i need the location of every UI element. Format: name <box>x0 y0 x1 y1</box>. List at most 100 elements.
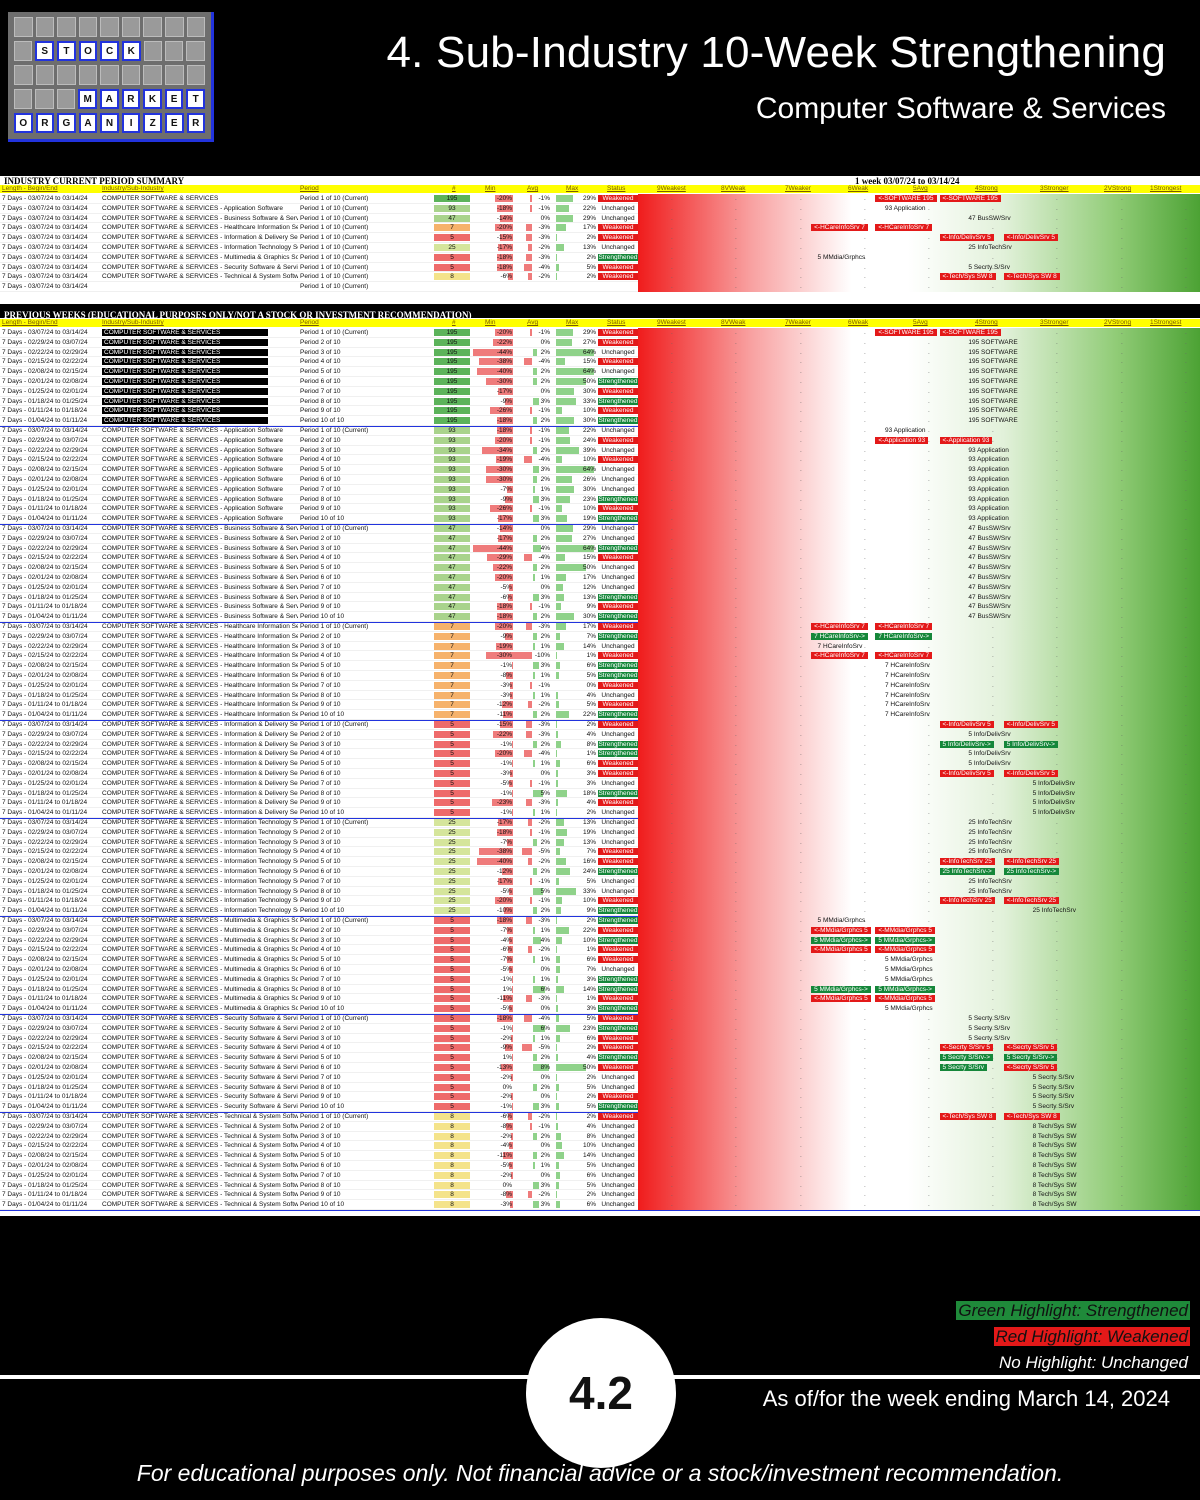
empty-marker: . <box>928 368 930 376</box>
row-period: Period 6 of 10 <box>300 574 341 581</box>
empty-marker: . <box>800 583 802 591</box>
logo-tile <box>100 17 119 37</box>
empty-marker: . <box>1185 1015 1187 1022</box>
column-header: 9Weakest <box>657 185 686 192</box>
row-min: -11% <box>497 995 512 1003</box>
empty-marker: . <box>1185 652 1187 660</box>
empty-marker: . <box>800 515 802 523</box>
row-count: 93 <box>434 476 470 483</box>
table-row: 7 Days - 03/07/24 to 03/14/24 COMPUTER SO… <box>0 233 1200 243</box>
table-row: 7 Days - 02/01/24 to 02/08/24 COMPUTER SO… <box>0 671 1200 681</box>
empty-marker: . <box>735 838 737 846</box>
min-bar <box>473 544 513 552</box>
row-industry: COMPUTER SOFTWARE & SERVICES <box>102 348 268 356</box>
empty-marker: . <box>1121 887 1123 895</box>
table-row: 7 Days - 02/08/24 to 02/15/24 COMPUTER SO… <box>0 563 1200 573</box>
row-length: 7 Days - 02/15/24 to 02/22/24 <box>2 750 88 758</box>
max-bar <box>556 505 562 513</box>
strength-label: <-MMdia/Grphcs 5 <box>875 946 935 954</box>
row-period: Period 3 of 10 <box>300 642 341 650</box>
strength-label: 5 Secrty S/Srv <box>939 1064 988 1071</box>
max-bar <box>556 603 562 611</box>
strength-gradient <box>638 406 1200 417</box>
row-min: -30% <box>496 652 512 660</box>
row-count: 8 <box>434 1171 470 1179</box>
row-max: 3% <box>586 1005 596 1013</box>
empty-marker: . <box>671 368 673 376</box>
row-status: Strengthened <box>598 1005 638 1013</box>
empty-marker: . <box>1185 593 1187 601</box>
empty-marker: . <box>1185 273 1187 281</box>
row-min: -4% <box>500 936 512 944</box>
empty-marker: . <box>671 593 673 601</box>
empty-marker: . <box>864 1122 866 1130</box>
empty-marker: . <box>735 1073 737 1081</box>
row-length: 7 Days - 02/08/24 to 02/15/24 <box>2 564 88 572</box>
empty-marker: . <box>928 1034 930 1042</box>
empty-marker: . <box>671 1122 673 1130</box>
avg-bar <box>533 740 537 748</box>
empty-marker: . <box>928 838 930 846</box>
row-min: -1% <box>500 809 512 817</box>
row-avg: -1% <box>538 329 550 336</box>
empty-marker: . <box>735 214 737 222</box>
max-bar <box>556 701 559 709</box>
empty-marker: . <box>1056 809 1058 817</box>
empty-marker: . <box>928 1142 930 1150</box>
strength-label: 93 Application <box>968 495 1009 503</box>
empty-marker: . <box>735 740 737 748</box>
row-max: 29% <box>582 329 596 336</box>
min-bar <box>497 244 513 251</box>
row-avg: 3% <box>540 466 550 474</box>
table-row: 7 Days - 01/25/24 to 02/01/24 COMPUTER SO… <box>0 386 1200 397</box>
table-row: 7 Days - 03/07/24 to 03/14/24 COMPUTER SO… <box>0 194 1200 204</box>
row-min: -17% <box>496 877 512 885</box>
empty-marker: . <box>1185 1201 1187 1209</box>
empty-marker: . <box>671 387 673 395</box>
empty-marker: . <box>1056 613 1058 621</box>
strength-gradient <box>638 213 1200 224</box>
empty-marker: . <box>800 485 802 493</box>
row-period: Period 9 of 10 <box>300 995 341 1003</box>
row-industry: COMPUTER SOFTWARE & SERVICES - Technical… <box>102 1181 298 1189</box>
empty-marker: . <box>735 273 737 281</box>
empty-marker: . <box>1185 554 1187 562</box>
row-industry: COMPUTER SOFTWARE & SERVICES - Applicati… <box>102 427 283 434</box>
row-status: Weakened <box>598 760 638 768</box>
strength-label: 5 MMdia/Grphcs <box>884 956 933 964</box>
row-length: 7 Days - 02/15/24 to 02/22/24 <box>2 652 88 660</box>
empty-marker: . <box>1185 809 1187 817</box>
column-header: 3Stronger <box>1040 319 1069 326</box>
row-industry: COMPUTER SOFTWARE & SERVICES - Informati… <box>102 907 298 915</box>
row-min: -5% <box>500 1162 512 1169</box>
row-max: 22% <box>582 427 596 434</box>
logo-letter: T <box>57 41 76 61</box>
empty-marker: . <box>671 1181 673 1189</box>
strength-label: <-Secrty S/Srv 5 <box>1003 1044 1058 1052</box>
min-bar <box>508 583 513 591</box>
column-header: 5Avg <box>913 319 928 326</box>
empty-marker: . <box>735 534 737 542</box>
row-avg: 0% <box>540 1005 550 1013</box>
min-bar <box>508 887 513 895</box>
empty-marker: . <box>1056 283 1058 291</box>
row-min: -6% <box>500 1113 512 1120</box>
empty-marker: . <box>864 1093 866 1101</box>
empty-marker: . <box>992 283 994 291</box>
row-min: -30% <box>496 378 512 385</box>
empty-marker: . <box>800 1113 802 1120</box>
empty-marker: . <box>735 858 737 866</box>
empty-marker: . <box>1121 329 1123 336</box>
row-avg: 3% <box>540 1201 550 1209</box>
table-row: 7 Days - 01/18/24 to 01/25/24 COMPUTER SO… <box>0 984 1200 995</box>
empty-marker: . <box>1121 1181 1123 1189</box>
logo-tile <box>143 17 162 37</box>
strength-label: 93 Application <box>968 456 1009 464</box>
row-max: 3% <box>586 779 596 787</box>
max-bar <box>556 1083 559 1091</box>
row-avg: 2% <box>540 1152 550 1160</box>
row-period: Period 10 of 10 <box>300 515 345 523</box>
row-length: 7 Days - 02/29/24 to 03/07/24 <box>2 534 88 542</box>
row-avg: 2% <box>540 368 550 376</box>
